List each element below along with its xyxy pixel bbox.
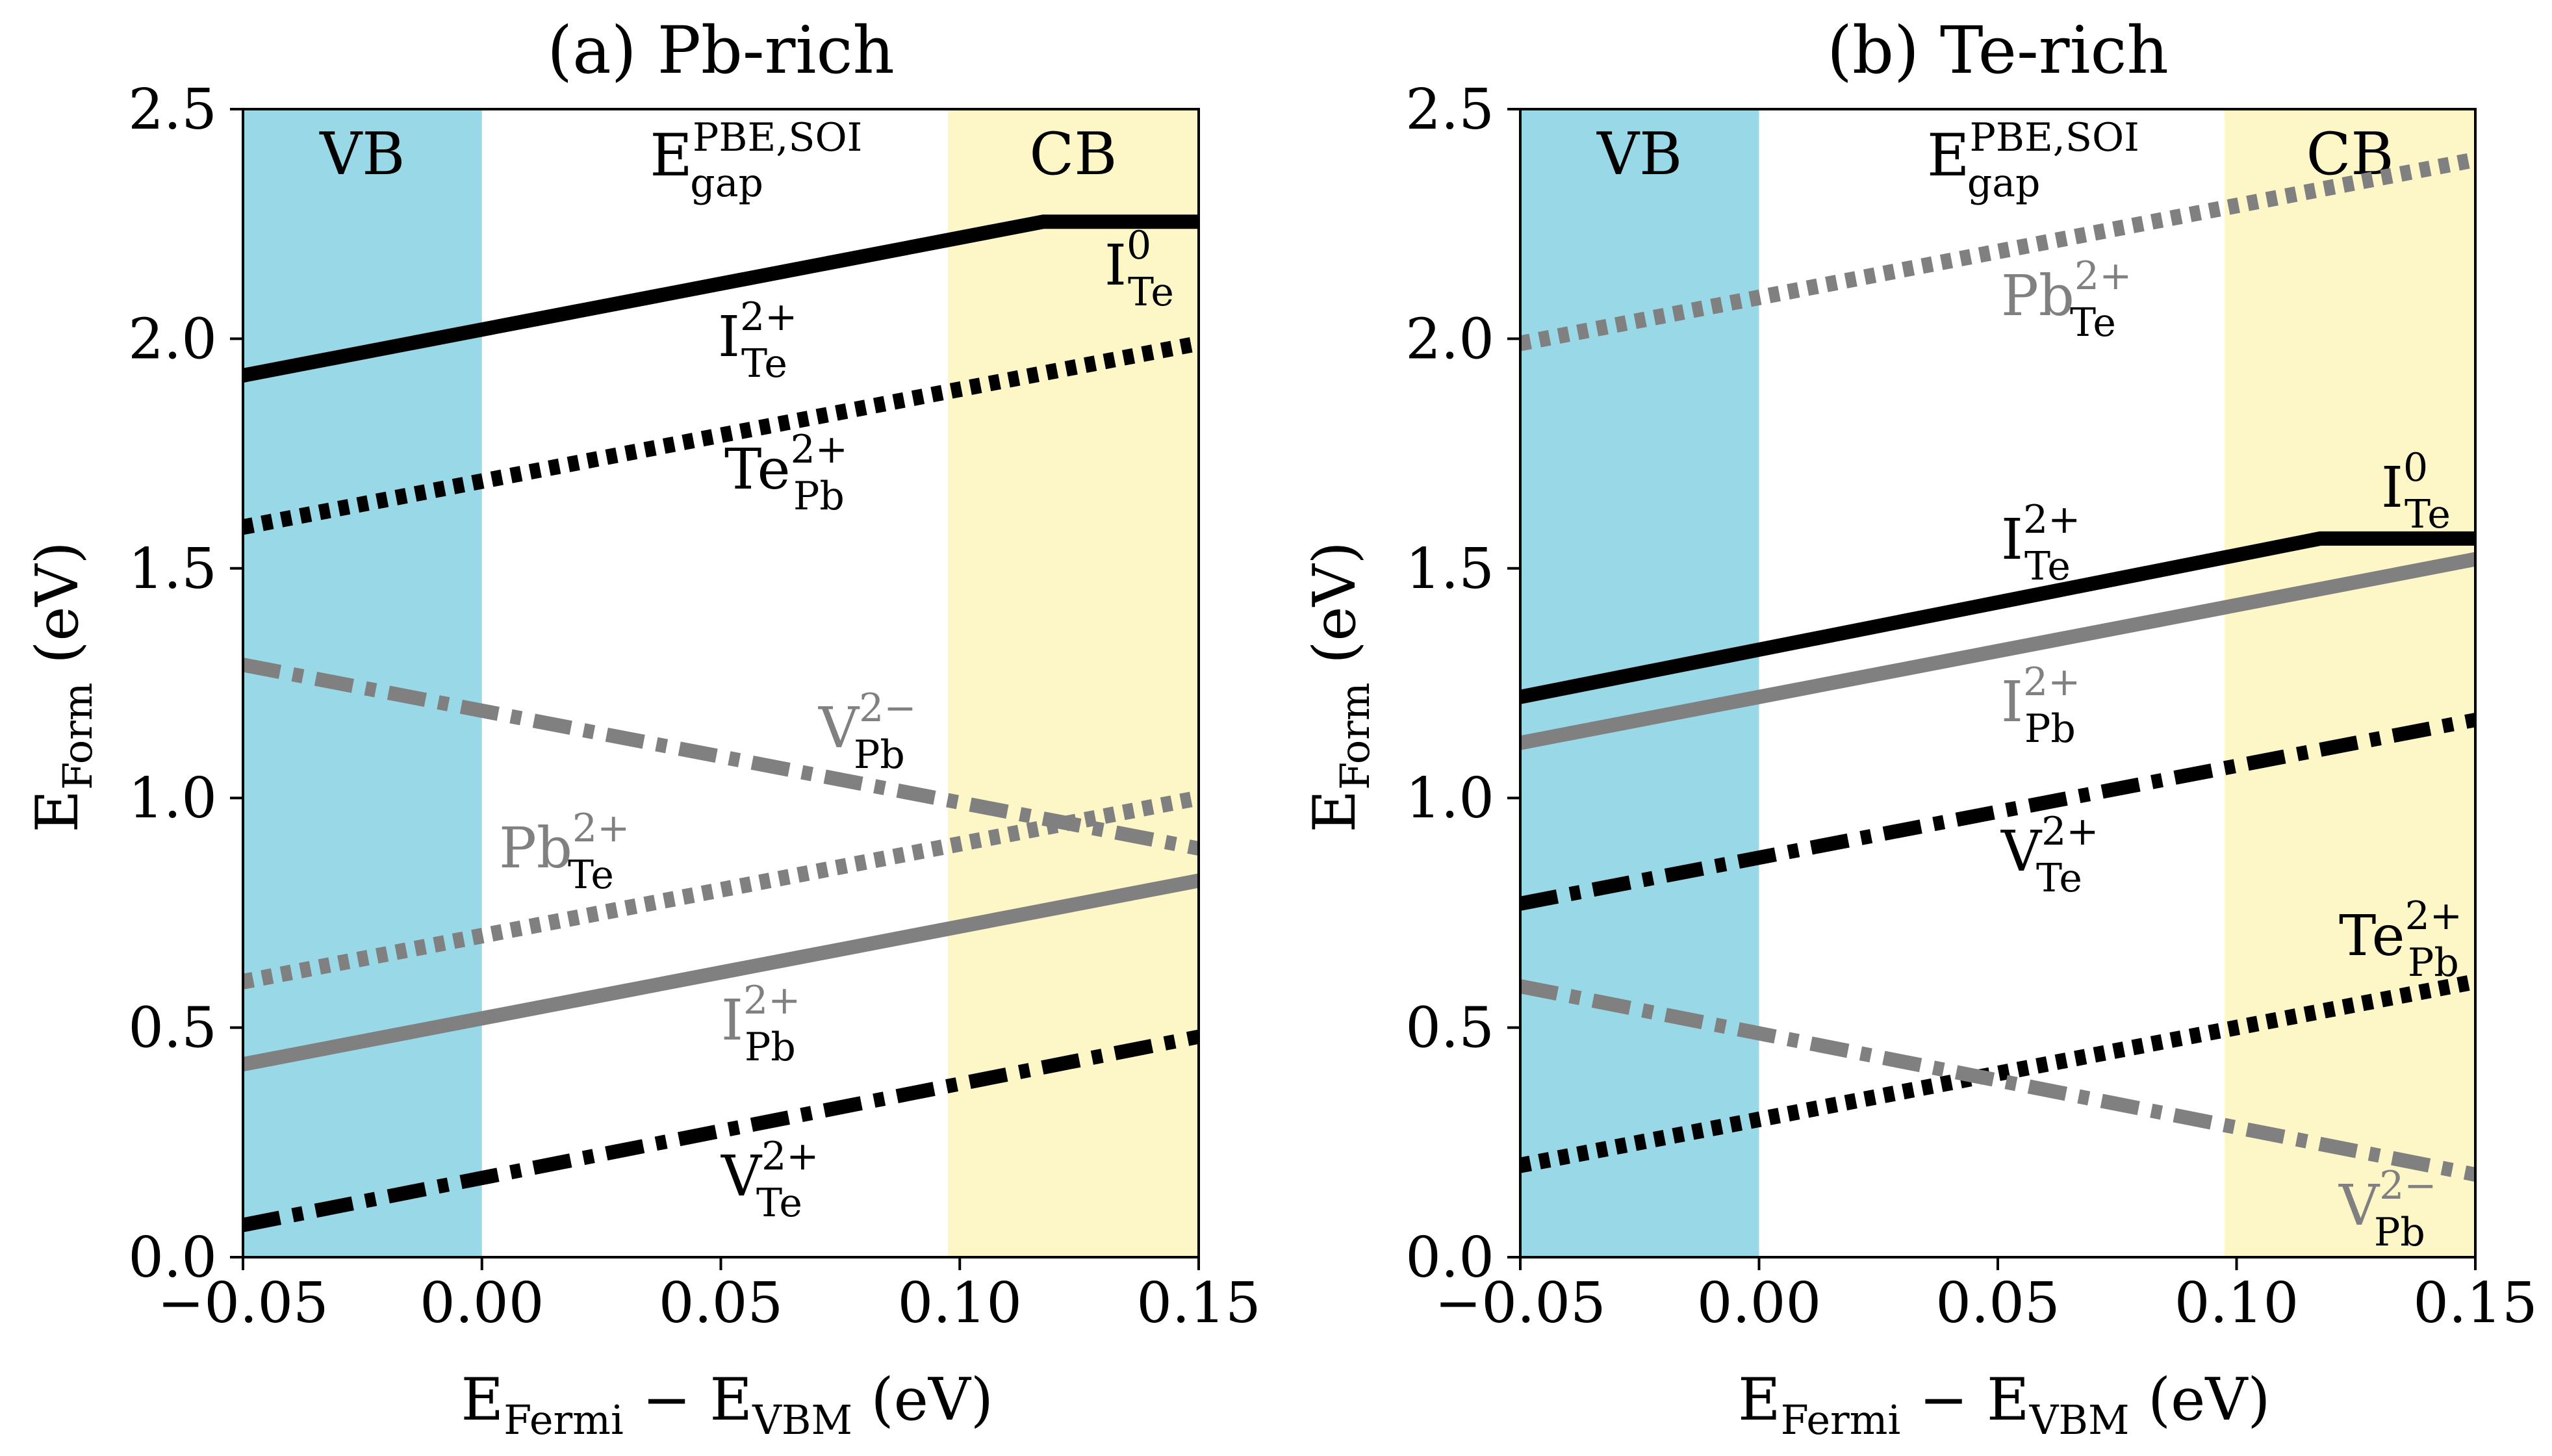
x-tick-label: 0.15 — [1136, 1271, 1260, 1336]
series-line-te-pb — [243, 335, 1199, 535]
series-label-pb-te-sub: Te — [568, 852, 614, 898]
series-label-i-pb: I2+ — [2001, 659, 2080, 735]
x-tick-label: −0.05 — [157, 1271, 329, 1336]
panel-title: (b) Te-rich — [1827, 12, 2169, 88]
series-label-i-pb-sub: Pb — [2024, 706, 2076, 752]
series-label-i-te: I2+ — [718, 294, 797, 370]
series-label-v-te: V2+ — [2000, 809, 2099, 884]
y-tick-label: 2.5 — [128, 77, 217, 142]
series-line-te-pb — [1520, 974, 2475, 1173]
y-tick-label: 0.0 — [1405, 1225, 1494, 1290]
series-label-i0-te: I0 — [2381, 445, 2428, 520]
series-line-i-pb — [243, 873, 1199, 1071]
gap-label: EPBE,SOI — [650, 115, 862, 190]
y-tick-label: 1.5 — [128, 537, 217, 602]
y-tick-label: 1.0 — [1405, 766, 1494, 831]
series-label-te-pb: Te2+ — [2339, 893, 2462, 969]
series-label-i-pb: I2+ — [721, 978, 800, 1053]
series-line-i-te — [1520, 531, 2475, 704]
x-tick-label: 0.00 — [1697, 1271, 1821, 1336]
y-tick-label: 1.5 — [1405, 537, 1494, 602]
series-line-v-te — [1520, 713, 2475, 911]
y-tick-label: 0.0 — [128, 1225, 217, 1290]
gap-label: EPBE,SOI — [1927, 115, 2139, 190]
y-tick-label: 0.5 — [1405, 996, 1494, 1061]
vb-label: VB — [319, 120, 405, 188]
series-label-pb-te: Pb2+ — [499, 806, 630, 881]
series-label-i-te-sub: Te — [2024, 544, 2071, 589]
series-label-i0-te-sub: Te — [1128, 270, 1174, 315]
series-line-pb-te — [1520, 151, 2475, 351]
x-axis-label: EFermi − EVBM (eV) — [1738, 1366, 2271, 1444]
series-line-v-te — [243, 1029, 1199, 1232]
panel-b: VB CBEPBE,SOIgapPb2+TeI2+TeI0TeI2+PbV2+Te… — [1301, 12, 2538, 1444]
y-tick-label: 0.5 — [128, 996, 217, 1061]
series-label-i-te-sub: Te — [741, 341, 787, 387]
series-line-v-pb — [243, 658, 1199, 856]
y-axis-label: EForm (eV) — [1301, 541, 1379, 832]
series-label-te-pb-sub: Pb — [793, 474, 845, 519]
x-tick-label: 0.05 — [1935, 1271, 2060, 1336]
series-line-v-pb — [1520, 979, 2475, 1182]
series-label-v-pb: V2− — [818, 685, 917, 761]
vb-region — [243, 109, 482, 1257]
x-axis-label: EFermi − EVBM (eV) — [461, 1366, 994, 1444]
series-label-te-pb: Te2+ — [724, 427, 848, 502]
x-tick-label: 0.10 — [898, 1271, 1022, 1336]
cb-label: CB — [1029, 120, 1117, 188]
series-label-i0-te: I0 — [1104, 223, 1151, 298]
y-tick-label: 1.0 — [128, 766, 217, 831]
series-label-i-te: I2+ — [2001, 497, 2080, 572]
series-label-v-te-sub: Te — [756, 1181, 802, 1226]
x-tick-label: 0.05 — [659, 1271, 783, 1336]
series-label-v-pb-sub: Pb — [2374, 1210, 2425, 1255]
gap-label-sub: gap — [1967, 160, 2041, 206]
x-tick-label: 0.00 — [420, 1271, 544, 1336]
x-tick-label: −0.05 — [1435, 1271, 1606, 1336]
series-label-v-te-sub: Te — [2036, 856, 2082, 901]
series-label-pb-te-sub: Te — [2070, 300, 2116, 346]
series-label-te-pb-sub: Pb — [2408, 940, 2459, 986]
x-tick-label: 0.15 — [2413, 1271, 2537, 1336]
series-label-i0-te-sub: Te — [2405, 492, 2451, 537]
series-label-v-pb: V2− — [2338, 1163, 2437, 1238]
series-line-pb-te — [243, 790, 1199, 990]
series-line-i-te — [243, 214, 1199, 383]
x-tick-label: 0.10 — [2175, 1271, 2299, 1336]
y-tick-label: 2.5 — [1405, 77, 1494, 142]
y-tick-label: 2.0 — [1405, 307, 1494, 372]
series-line-i-pb — [1520, 552, 2475, 750]
series-label-i-pb-sub: Pb — [745, 1025, 796, 1070]
series-label-v-pb-sub: Pb — [854, 732, 905, 778]
gap-label-sub: gap — [690, 160, 763, 206]
series-label-v-te: V2+ — [721, 1134, 819, 1209]
y-tick-label: 2.0 — [128, 307, 217, 372]
panel-title: (a) Pb-rich — [547, 12, 895, 88]
cb-region — [2225, 109, 2475, 1257]
y-axis-label: EForm (eV) — [23, 541, 101, 832]
panel-a: VB CBEPBE,SOIgapI2+TeI0TeTe2+PbV2−PbPb2+T… — [23, 12, 1261, 1444]
series-label-pb-te: Pb2+ — [2001, 253, 2132, 329]
vb-label: VB — [1596, 120, 1682, 188]
